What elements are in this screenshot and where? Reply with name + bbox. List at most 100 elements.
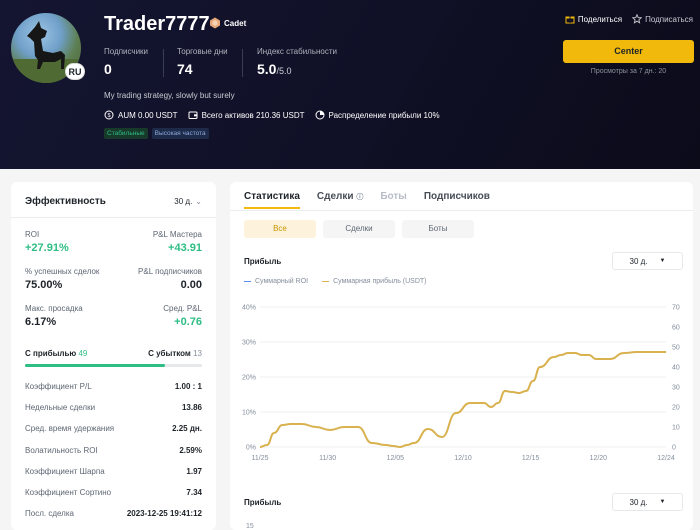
metric-master-pnl: P&L Мастера +43.91 [152,230,202,254]
y-right-tick-label: 10 [672,425,680,432]
stats-tabs: Статистика Сделки ⓘ Боты Подписчиков [244,191,490,209]
tag-stable: Стабильные [104,128,148,139]
period-selector[interactable]: 30 д. ⌄ [174,197,202,206]
tab-statistics[interactable]: Статистика [244,191,300,209]
x-tick-label: 12/15 [522,455,540,462]
y-tick-label: 15 [246,523,254,530]
views-count: Просмотры за 7 дн.: 20 [590,68,667,75]
info-icon: ⓘ [356,194,364,201]
performance-card: Эффективность 30 д. ⌄ ROI +27.91% P&L Ма… [11,182,216,530]
total-assets-chip: Всего активов 210.36 USDT [188,110,305,120]
y-right-tick-label: 70 [672,305,680,312]
divider [230,210,693,211]
profit-ratio-bar [25,364,202,367]
profit-loss-count: С прибылью 49 С убытком 13 [25,349,202,358]
profit-trades: С прибылью 49 [25,349,88,358]
y-left-tick-label: 30% [242,340,256,347]
legend-roi[interactable]: Суммарный ROI [244,278,308,285]
stat-stability-index: Индекс стабильности 5.0/5.0 [257,47,337,77]
y-right-tick-label: 60 [672,325,680,332]
profit-section-title-2: Прибыль [244,498,282,507]
profit-chart: 0% 10% 20% 30% 40% 0 10 20 30 40 50 60 70 11/25 11/30 1… [242,305,680,463]
copy-trade-button[interactable]: Center [563,40,694,63]
legend-profit[interactable]: Суммарная прибыль (USDT) [322,278,427,285]
chevron-down-icon: ⌄ [195,197,202,206]
divider [11,217,216,218]
performance-title: Эффективность [25,196,106,207]
y-left-tick-label: 10% [242,410,256,417]
row-roi-volatility: Волатильность ROI 2.59% [25,446,202,455]
metric-win-rate: % успешных сделок 75.00% [25,267,100,291]
y-right-tick-label: 0 [672,445,676,452]
stat-label: Торговые дни [177,47,228,56]
metric-max-drawdown: Макс. просадка 6.17% [25,304,83,328]
share-button[interactable]: Поделиться [565,14,622,24]
summary-chips: $ AUM 0.00 USDT Всего активов 210.36 USD… [104,110,440,120]
loss-trades: С убытком 13 [148,349,202,358]
metric-roi: ROI +27.91% [25,230,69,254]
aum-chip: $ AUM 0.00 USDT [104,110,178,120]
profit-section-title: Прибыль [244,257,282,266]
metric-follower-pnl: P&L подписчиков 0.00 [138,267,202,291]
segment-bots[interactable]: Боты [402,220,474,238]
row-last-trade: Посл. сделка 2023-12-25 19:41:12 [25,509,202,518]
y-right-tick-label: 30 [672,385,680,392]
trader-bio: My trading strategy, slowly but surely [104,91,235,100]
row-pl-ratio: Коэффициент P/L 1.00 : 1 [25,382,202,391]
row-weekly-trades: Недельные сделки 13.86 [25,403,202,412]
chart-legend: Суммарный ROI Суммарная прибыль (USDT) [244,278,427,285]
y-left-tick-label: 20% [242,375,256,382]
pie-chart-icon [315,110,324,120]
tab-bots[interactable]: Боты [380,191,407,202]
metric-avg-pnl: Сред. P&L +0.76 [163,304,202,328]
stat-followers: Подписчики 0 [104,47,148,77]
segment-trades[interactable]: Сделки [323,220,395,238]
divider [242,49,243,77]
stat-value: 0 [104,61,112,77]
y-right-tick-label: 40 [672,365,680,372]
statistics-card: Статистика Сделки ⓘ Боты Подписчиков Все… [230,182,693,530]
x-tick-label: 11/30 [319,455,336,462]
caret-down-icon: ▼ [659,499,666,505]
y-right-tick-label: 50 [672,345,680,352]
row-avg-holding: Сред. время удержания 2.25 дн. [25,424,202,433]
x-tick-label: 12/05 [387,455,405,462]
row-sortino: Коэффициент Сортино 7.34 [25,488,202,497]
top-actions: Поделиться Подписаться [565,14,693,24]
rank-label: Cadet [224,18,247,28]
chart-period-dropdown[interactable]: 30 д. ▼ [612,252,683,270]
profile-header: RU Trader7777 Cadet Подписчики 0 Торговы… [0,0,700,169]
caret-down-icon: ▼ [659,258,666,264]
series-line-0 [259,351,666,449]
x-tick-label: 12/20 [590,455,608,462]
segment-all[interactable]: Все [244,220,316,238]
tag-list: Стабильные Высокая частота [104,128,209,139]
subscribe-button[interactable]: Подписаться [632,14,693,24]
y-left-tick-label: 40% [242,305,256,312]
tab-followers[interactable]: Подписчиков [423,191,490,202]
tab-trades[interactable]: Сделки ⓘ [316,191,364,202]
stat-label: Подписчики [104,47,149,56]
rank-badge: Cadet [209,17,246,29]
x-tick-label: 11/25 [252,455,269,462]
y-left-tick-label: 0% [246,445,256,452]
divider [163,49,164,77]
performance-header: Эффективность 30 д. ⌄ [25,196,202,207]
y-right-tick-label: 20 [672,405,680,412]
coin-icon: $ [104,110,114,120]
wallet-icon [188,111,198,119]
gift-icon [565,16,575,24]
star-icon [632,14,643,24]
x-tick-label: 12/24 [657,455,675,462]
language-badge: RU [65,63,85,80]
tag-high-frequency: Высокая частота [151,128,209,139]
profit-ratio-fill [25,364,165,367]
badge-icon [210,17,220,29]
row-sharpe: Коэффициент Шарпа 1.97 [25,467,202,476]
stat-label: Индекс стабильности [257,47,338,56]
chart-period-dropdown-2[interactable]: 30 д. ▼ [612,493,683,511]
profit-share-chip: Распределение прибыли 10% [315,110,440,120]
svg-text:$: $ [107,113,110,119]
stat-value: 5.0/5.0 [257,61,292,77]
stat-value: 74 [177,61,193,77]
